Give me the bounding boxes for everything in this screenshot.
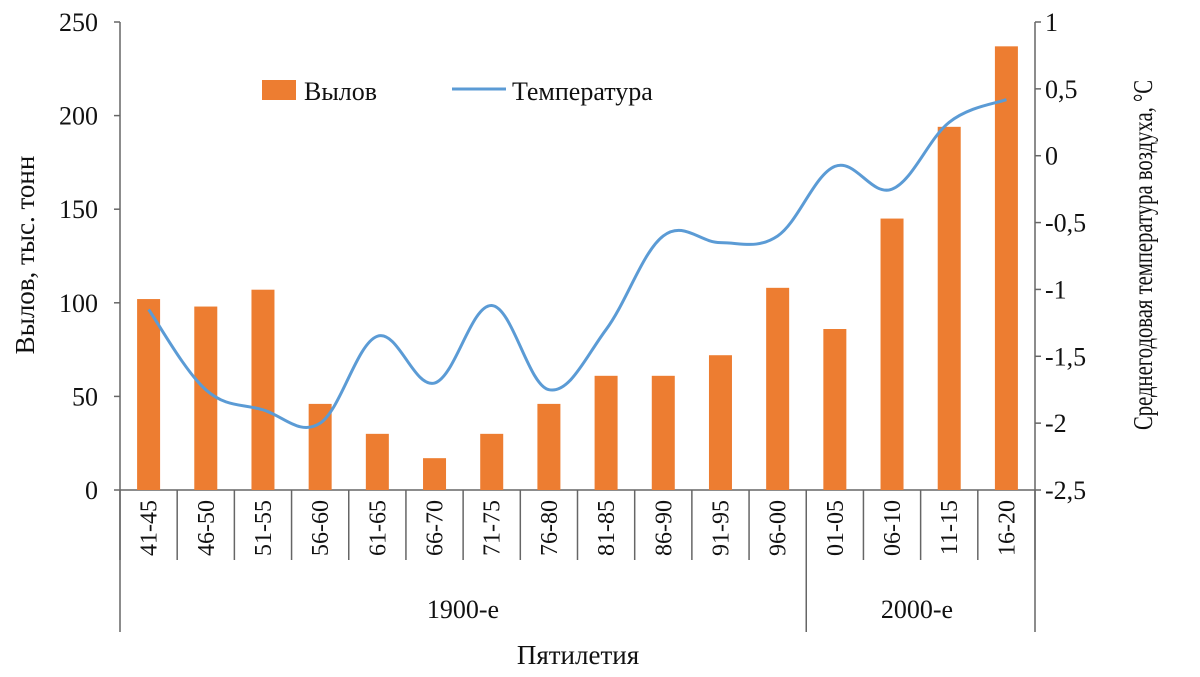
bar [480,433,504,490]
y-left-tick-label: 0 [85,476,98,505]
bar [423,458,447,490]
x-tick-label: 01-05 [823,500,849,556]
y-axis-right-title-text: Среднегодовая температура воздуха, °C [1128,80,1158,430]
x-axis-title: Пятилетия [517,640,639,670]
y-axis-right-title: Среднегодовая температура воздуха, °C [1128,80,1158,430]
bar [251,289,275,490]
y-left-tick-label: 250 [59,8,98,37]
legend: Вылов Температура [262,77,653,106]
y-left-tick-label: 100 [59,289,98,318]
group-label-1900s: 1900-е [427,595,499,624]
legend-swatch-bars [262,80,296,100]
y-right-tick-label: -0,5 [1045,209,1086,238]
x-tick-label: 96-00 [766,500,792,556]
tick-labels: 0 50 100 150 200 250 -2,5 -2 -1,5 -1 -0,5 0 0,5 1 41-4… [59,8,1086,556]
y-left-tick-label: 50 [72,382,98,411]
bar [823,329,847,490]
bar [766,287,790,490]
bar [537,403,561,490]
line-series [147,98,1007,429]
y-right-tick-label: 0,5 [1045,75,1078,104]
x-tick-label: 46-50 [194,500,220,556]
bar [137,299,161,490]
temperature-line [147,98,1007,429]
x-tick-label: 86-90 [651,500,677,556]
y-axis-left-title: Вылов, тыс. тонн [10,156,40,355]
legend-label-bars: Вылов [304,77,377,106]
y-left-tick-label: 150 [59,195,98,224]
bar [365,433,389,490]
x-tick-label: 91-95 [708,500,734,556]
bar [994,46,1018,490]
bar [194,306,218,490]
x-tick-label: 71-75 [480,500,506,556]
bar [594,375,618,490]
y-right-tick-label: -2,5 [1045,476,1086,505]
y-right-tick-label: -1 [1045,275,1067,304]
x-tick-label: 16-20 [994,500,1020,556]
y-left-tick-label: 200 [59,102,98,131]
x-tick-label: 66-70 [423,500,449,556]
y-right-tick-label: -1,5 [1045,342,1086,371]
legend-label-line: Температура [512,77,653,106]
bar [651,375,675,490]
bar [880,218,904,490]
bar [708,355,732,490]
bars-series [137,46,1018,490]
y-right-tick-label: 0 [1045,142,1058,171]
group-label-2000s: 2000-е [881,595,953,624]
x-tick-label: 61-65 [365,500,391,556]
y-right-tick-label: 1 [1045,8,1058,37]
x-tick-label: 56-60 [308,500,334,556]
y-right-tick-label: -2 [1045,409,1067,438]
x-tick-label: 76-80 [537,500,563,556]
x-tick-label: 41-45 [137,500,163,556]
x-tick-label: 51-55 [251,500,277,556]
x-tick-label: 11-15 [937,500,963,555]
bar [937,126,961,490]
x-tick-label: 06-10 [880,500,906,556]
x-tick-label: 81-85 [594,500,620,556]
